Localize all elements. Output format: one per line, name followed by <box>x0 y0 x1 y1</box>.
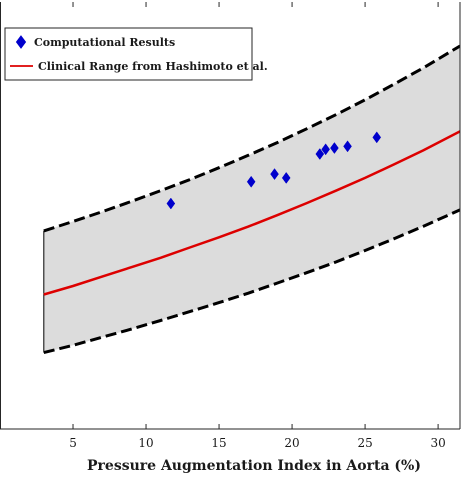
data-point <box>281 171 291 184</box>
band-lower-bound-line <box>43 208 460 355</box>
data-point <box>343 140 352 153</box>
band-upper-bound-line <box>43 44 460 233</box>
x-tick-label: 10 <box>138 436 153 450</box>
legend-marker-diamond <box>15 35 27 49</box>
legend: Computational Results Clinical Range from… <box>4 27 268 81</box>
axes: 5 10 15 20 25 30 <box>0 2 461 450</box>
x-tick-label: 20 <box>284 436 299 450</box>
data-point <box>315 148 325 160</box>
legend-label-computational: Computational Results <box>34 36 175 49</box>
x-tick-label: 15 <box>211 436 226 450</box>
data-point <box>270 168 279 181</box>
legend-label-clinical: Clinical Range from Hashimoto et al. <box>38 60 268 73</box>
clinical-range-band <box>43 46 460 353</box>
data-point <box>330 142 339 154</box>
x-tick-label: 5 <box>69 436 77 450</box>
data-point <box>246 175 256 188</box>
x-tick-label: 30 <box>430 436 445 450</box>
data-point <box>321 143 330 156</box>
x-tick-label: 25 <box>357 436 372 450</box>
x-axis-title: Pressure Augmentation Index in Aorta (%) <box>87 458 421 474</box>
data-point <box>166 197 176 210</box>
data-point <box>372 131 382 144</box>
plot-area <box>43 44 460 355</box>
legend-box <box>4 27 253 81</box>
clinical-range-line <box>43 130 460 296</box>
